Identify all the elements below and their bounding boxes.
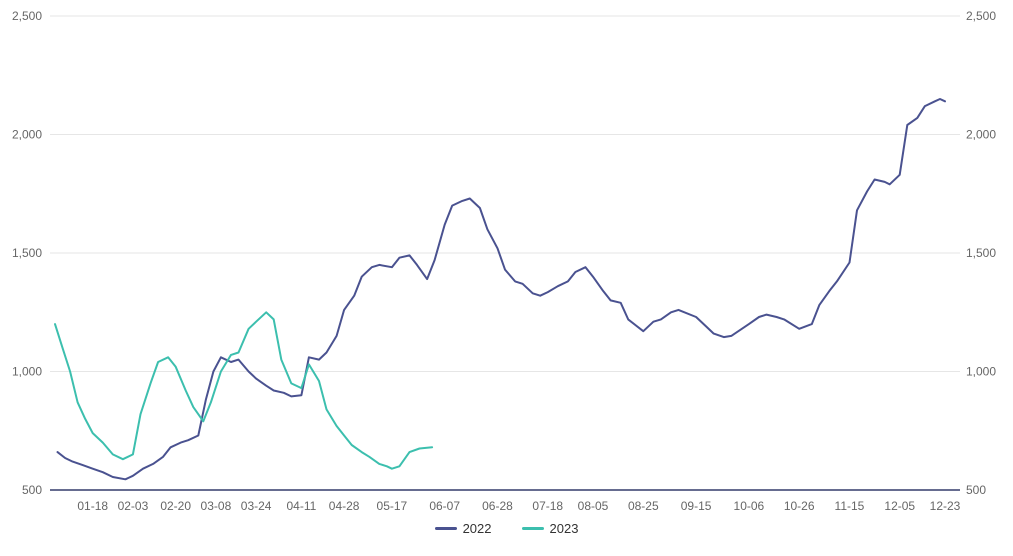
x-tick-label: 10-06	[734, 499, 765, 513]
x-tick-label: 08-05	[578, 499, 609, 513]
x-tick-label: 06-07	[429, 499, 460, 513]
x-tick-label: 08-25	[628, 499, 659, 513]
y-tick-label-right: 1,000	[966, 365, 996, 379]
x-tick-label: 01-18	[77, 499, 108, 513]
x-tick-label: 03-08	[201, 499, 232, 513]
line-chart: 500 1,000 1,500 2,000 2,500 500 1,000 1,500 2,0…	[12, 9, 996, 513]
x-tick-label: 02-03	[118, 499, 149, 513]
y-axis-left: 500 1,000 1,500 2,000 2,500	[12, 9, 42, 497]
legend-label-2022: 2022	[462, 521, 492, 536]
x-tick-label: 05-17	[377, 499, 408, 513]
x-tick-label: 12-05	[884, 499, 915, 513]
x-tick-label: 11-15	[835, 499, 865, 513]
y-tick-label-left: 2,500	[12, 9, 42, 23]
x-tick-label: 04-11	[286, 499, 316, 513]
legend-swatch-2023	[521, 527, 544, 530]
y-axis-right: 500 1,000 1,500 2,000 2,500	[966, 9, 996, 497]
x-tick-label: 02-20	[160, 499, 191, 513]
legend-item-2022[interactable]: 2022	[434, 521, 492, 536]
y-tick-label-left: 2,000	[12, 128, 42, 142]
series-line-2023	[54, 311, 434, 470]
legend-swatch-2022	[434, 527, 457, 530]
series-line-2022	[56, 98, 946, 481]
x-tick-label: 09-15	[681, 499, 712, 513]
y-tick-label-left: 1,500	[12, 246, 42, 260]
y-tick-label-right: 2,000	[966, 128, 996, 142]
y-tick-label-right: 1,500	[966, 246, 996, 260]
x-tick-label: 04-28	[329, 499, 360, 513]
y-tick-label-left: 500	[22, 483, 42, 497]
series-lines	[54, 98, 946, 481]
gridlines	[50, 15, 960, 372]
x-axis: 01-18 02-03 02-20 03-08 03-24 04-11 04-28 05-17…	[77, 499, 960, 513]
x-tick-label: 07-18	[532, 499, 563, 513]
legend: 2022 2023	[0, 521, 1013, 536]
y-tick-label-left: 1,000	[12, 365, 42, 379]
y-tick-label-right: 2,500	[966, 9, 996, 23]
legend-label-2023: 2023	[549, 521, 579, 536]
y-tick-label-right: 500	[966, 483, 986, 497]
x-tick-label: 06-28	[482, 499, 513, 513]
x-tick-label: 03-24	[241, 499, 272, 513]
x-tick-label: 12-23	[930, 499, 961, 513]
legend-item-2023[interactable]: 2023	[521, 521, 579, 536]
x-tick-label: 10-26	[784, 499, 815, 513]
